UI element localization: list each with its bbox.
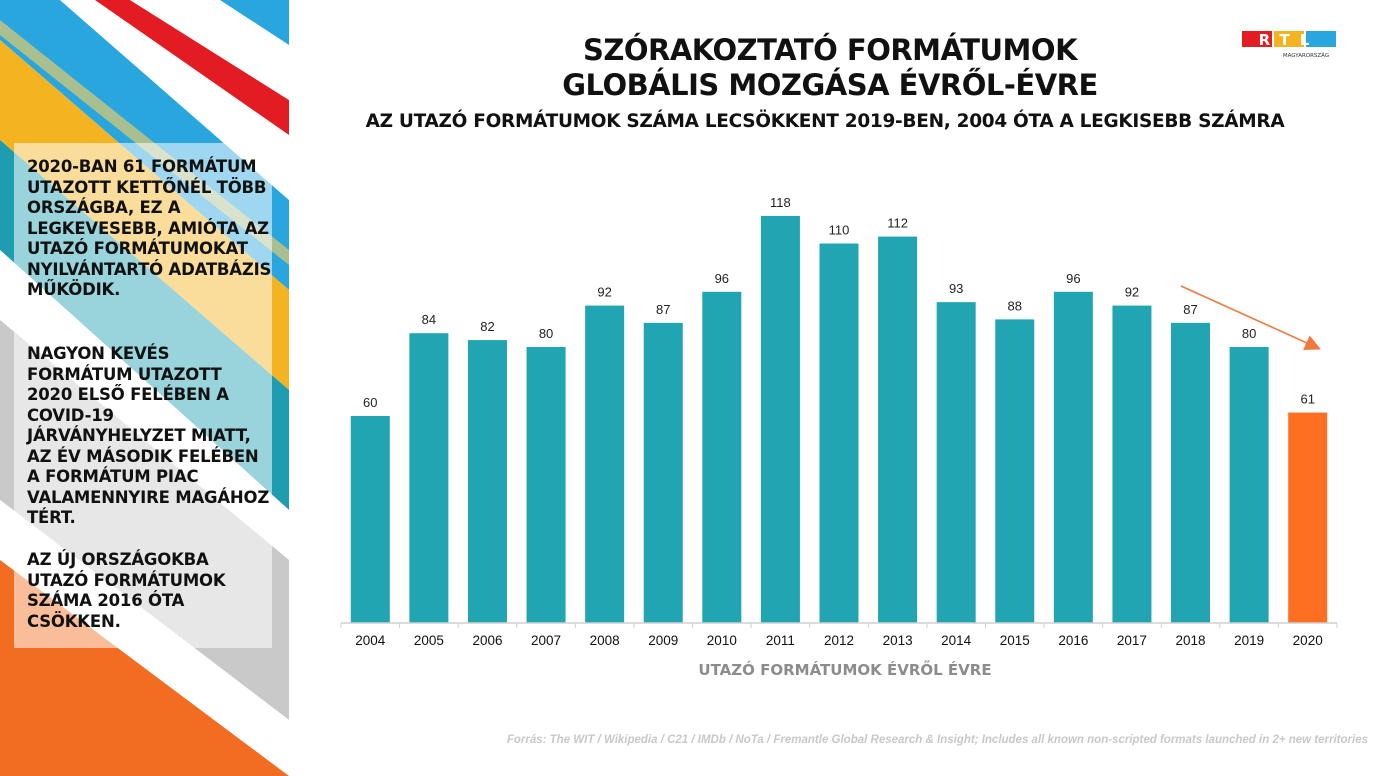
sidebar-paragraph-3: Az új országokba utazó formátumok száma … [27, 550, 226, 631]
data-label-2007: 80 [539, 326, 553, 341]
data-label-2005: 84 [422, 312, 436, 327]
x-tick-label-2020: 2020 [1293, 633, 1323, 648]
x-axis-title: UTAZÓ FORMÁTUMOK ÉVRŐL ÉVRE [698, 661, 992, 679]
data-label-2006: 82 [480, 319, 494, 334]
bar-2008 [585, 305, 625, 623]
x-tick-label-2006: 2006 [472, 633, 502, 648]
data-label-2016: 96 [1066, 271, 1080, 286]
sidebar-paragraph-2: Nagyon kevés formátum utazott 2020 első … [27, 344, 270, 527]
rtl-logo: RTL MAGYARORSZÁG [1240, 29, 1340, 59]
data-label-2018: 87 [1183, 302, 1197, 317]
bar-2006 [467, 340, 507, 623]
x-tick-label-2011: 2011 [766, 633, 795, 648]
x-tick-label-2017: 2017 [1117, 633, 1147, 648]
x-tick-label-2014: 2014 [941, 633, 972, 648]
data-label-2020: 61 [1300, 392, 1314, 407]
data-label-2010: 96 [715, 271, 729, 286]
data-label-2014: 93 [949, 281, 963, 296]
bar-2018 [1171, 322, 1211, 623]
trend-arrow [1180, 285, 1321, 351]
x-tick-label-2018: 2018 [1176, 633, 1206, 648]
data-label-2011: 118 [770, 195, 791, 210]
x-tick-label-2012: 2012 [824, 633, 854, 648]
x-tick-label-2019: 2019 [1234, 633, 1264, 648]
x-tick-label-2016: 2016 [1058, 633, 1088, 648]
x-tick-label-2007: 2007 [531, 633, 561, 648]
data-label-2008: 92 [597, 285, 611, 300]
x-tick-label-2008: 2008 [590, 633, 620, 648]
bar-2020 [1288, 412, 1328, 623]
x-tick-label-2005: 2005 [414, 633, 444, 648]
x-tick-label-2009: 2009 [648, 633, 678, 648]
bar-2009 [643, 322, 683, 623]
bar-2017 [1112, 305, 1152, 623]
chart-title-line-2: GLOBÁLIS MOZGÁSA ÉVRŐL-ÉVRE [562, 68, 1098, 102]
logo-subtext: MAGYARORSZÁG [1283, 52, 1329, 59]
bar-2012 [819, 243, 859, 623]
bar-2004 [350, 416, 390, 623]
chart-title-line-1: SZÓRAKOZTATÓ FORMÁTUMOK [582, 33, 1078, 67]
data-label-2017: 92 [1125, 285, 1139, 300]
bar-2016 [1053, 291, 1093, 623]
source-note: Forrás: The WIT / Wikipedia / C21 / IMDb… [506, 734, 1368, 746]
x-tick-label-2004: 2004 [355, 633, 386, 648]
bar-2013 [878, 236, 918, 623]
bar-2019 [1229, 347, 1269, 623]
bar-2011 [760, 215, 800, 623]
bar-2010 [702, 291, 742, 623]
x-tick-label-2013: 2013 [883, 633, 913, 648]
data-label-2004: 60 [363, 395, 377, 410]
bar-2015 [995, 319, 1035, 623]
data-label-2015: 88 [1008, 298, 1022, 313]
x-tick-label-2010: 2010 [707, 633, 737, 648]
bar-2007 [526, 347, 566, 623]
sidebar-text-box [14, 143, 272, 648]
data-label-2013: 112 [887, 216, 908, 231]
bar-2005 [409, 333, 449, 623]
bar-2014 [936, 302, 976, 623]
data-label-2009: 87 [656, 302, 670, 317]
data-label-2019: 80 [1242, 326, 1256, 341]
data-label-2012: 110 [829, 223, 850, 238]
logo-text: RTL [1259, 31, 1320, 49]
chart-subtitle: AZ UTAZÓ FORMÁTUMOK SZÁMA LECSÖKKENT 201… [365, 111, 1285, 132]
x-tick-label-2015: 2015 [1000, 633, 1030, 648]
sidebar-paragraph-1: 2020-ban 61 formátum utazott kettőnél tö… [27, 157, 272, 299]
